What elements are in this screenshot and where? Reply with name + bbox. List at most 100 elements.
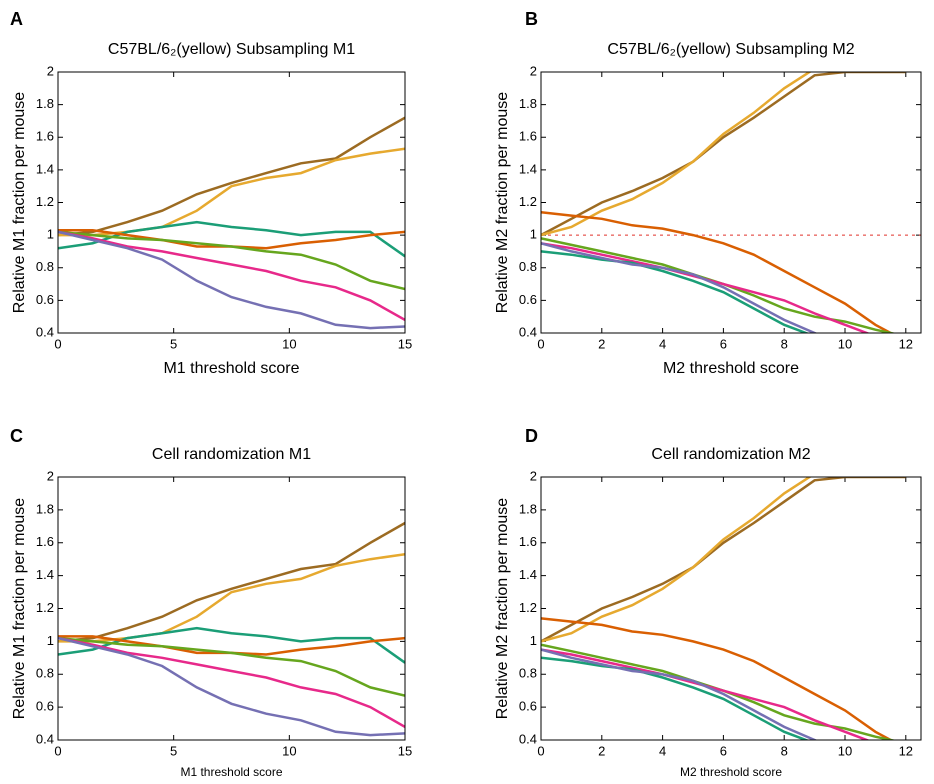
series-line — [58, 230, 405, 321]
series-line — [541, 72, 812, 237]
x-tick-label: 5 — [170, 336, 177, 351]
series-line — [541, 648, 871, 740]
y-tick-label: 1.6 — [36, 129, 54, 144]
y-tick-label: 2 — [47, 63, 54, 78]
plot-frame — [57, 71, 406, 334]
x-tick-label: 10 — [282, 743, 296, 758]
x-tick-label: 12 — [899, 743, 913, 758]
chart-title: C57BL/6₂(yellow) Subsampling M1 — [108, 41, 355, 58]
series-line — [58, 147, 405, 237]
panel-letter: A — [10, 9, 23, 29]
series-line — [541, 250, 810, 333]
x-tick-label: 10 — [282, 336, 296, 351]
chart-panel: B C57BL/6₂(yellow) Subsampling M2 M2 thres… — [494, 9, 922, 377]
y-tick-label: 2 — [530, 468, 537, 483]
y-tick-label: 1.2 — [36, 600, 54, 615]
x-tick-label: 15 — [398, 743, 412, 758]
series-line — [58, 553, 405, 643]
panel-letter: C — [10, 426, 23, 446]
y-tick-label: 1 — [530, 633, 537, 648]
y-tick-label: 1.4 — [36, 567, 54, 582]
series-line — [58, 626, 405, 664]
y-tick-label: 2 — [47, 468, 54, 483]
y-tick-label: 0.8 — [519, 666, 537, 681]
series-line — [58, 230, 405, 291]
series-line — [541, 648, 818, 740]
y-axis-label: Relative M1 fraction per mouse — [11, 92, 28, 314]
y-tick-label: 1 — [47, 227, 54, 242]
x-tick-label: 0 — [537, 336, 544, 351]
chart-panel: D Cell randomization M2 M2 threshold score… — [494, 426, 922, 779]
chart-title: Cell randomization M1 — [152, 446, 311, 463]
series-line — [541, 477, 812, 643]
y-tick-label: 1.4 — [519, 161, 537, 176]
y-tick-label: 0.4 — [36, 731, 54, 746]
x-axis-label: M1 threshold score — [163, 360, 299, 377]
x-tick-label: 6 — [720, 743, 727, 758]
y-axis-label: Relative M2 fraction per mouse — [494, 498, 511, 720]
series-line — [541, 72, 906, 237]
series-line — [58, 521, 405, 643]
y-tick-label: 0.4 — [519, 324, 537, 339]
series-line — [541, 242, 818, 333]
series-line — [58, 230, 405, 330]
series-line — [58, 636, 405, 737]
y-tick-label: 1 — [47, 633, 54, 648]
y-tick-label: 1.6 — [519, 534, 537, 549]
plot-frame — [540, 476, 922, 741]
y-tick-label: 1.2 — [519, 194, 537, 209]
x-axis-label: M1 threshold score — [180, 765, 282, 779]
x-tick-label: 10 — [838, 743, 852, 758]
x-tick-label: 5 — [170, 743, 177, 758]
x-tick-label: 0 — [54, 743, 61, 758]
series-line — [58, 636, 405, 728]
y-tick-label: 2 — [530, 63, 537, 78]
y-tick-label: 0.8 — [36, 259, 54, 274]
series-line — [541, 211, 894, 333]
x-tick-label: 4 — [659, 743, 666, 758]
chart-panel: C Cell randomization M1 M1 threshold score… — [10, 426, 412, 779]
y-tick-label: 1.6 — [519, 129, 537, 144]
y-tick-label: 1.8 — [36, 96, 54, 111]
y-tick-label: 0.8 — [519, 259, 537, 274]
x-tick-label: 4 — [659, 336, 666, 351]
series-line — [541, 242, 871, 333]
y-tick-label: 1.6 — [36, 534, 54, 549]
plot-frame — [57, 476, 406, 741]
panel-letter: B — [525, 9, 538, 29]
y-tick-label: 1.8 — [36, 501, 54, 516]
x-tick-label: 8 — [781, 743, 788, 758]
x-tick-label: 2 — [598, 743, 605, 758]
plot-area — [58, 116, 405, 330]
x-axis-label: M2 threshold score — [680, 765, 782, 779]
y-tick-label: 0.6 — [36, 699, 54, 714]
chart-title: Cell randomization M2 — [651, 446, 810, 463]
y-tick-label: 0.4 — [36, 324, 54, 339]
x-tick-label: 10 — [838, 336, 852, 351]
y-axis-label: Relative M1 fraction per mouse — [11, 498, 28, 720]
series-line — [541, 656, 810, 740]
series-line — [58, 116, 405, 237]
y-tick-label: 0.6 — [519, 292, 537, 307]
chart-panel: A C57BL/6₂(yellow) Subsampling M1 M1 thres… — [10, 9, 412, 377]
y-tick-label: 1.2 — [519, 600, 537, 615]
series-line — [541, 477, 906, 643]
y-tick-label: 0.6 — [36, 292, 54, 307]
x-tick-label: 2 — [598, 336, 605, 351]
plot-area — [58, 521, 405, 737]
y-tick-label: 1 — [530, 227, 537, 242]
y-tick-label: 1.8 — [519, 501, 537, 516]
series-line — [58, 636, 405, 697]
y-tick-label: 1.4 — [519, 567, 537, 582]
y-tick-label: 0.8 — [36, 666, 54, 681]
series-line — [541, 617, 894, 740]
y-tick-label: 1.2 — [36, 194, 54, 209]
y-tick-label: 1.4 — [36, 161, 54, 176]
chart-title: C57BL/6₂(yellow) Subsampling M2 — [607, 41, 854, 58]
y-tick-label: 0.6 — [519, 699, 537, 714]
plot-area — [541, 477, 906, 740]
plot-area — [541, 72, 921, 333]
panel-letter: D — [525, 426, 538, 446]
x-tick-label: 0 — [54, 336, 61, 351]
